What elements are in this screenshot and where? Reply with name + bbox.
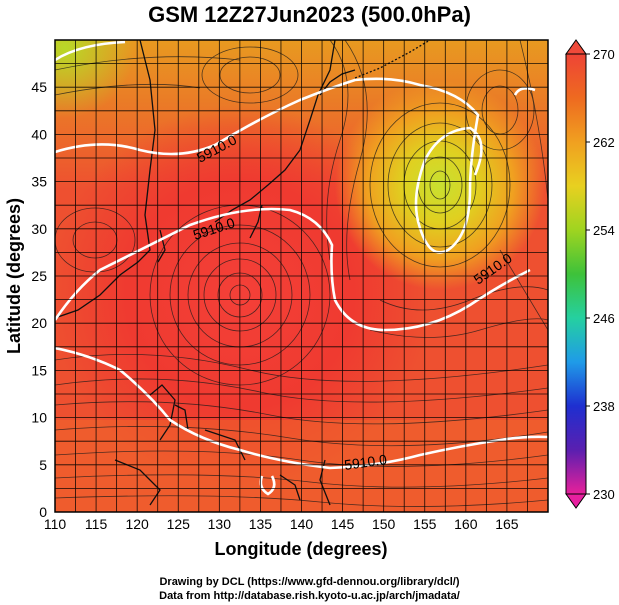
credit-data: Data from http://database.rish.kyoto-u.a… bbox=[159, 590, 460, 602]
y-tick-label: 40 bbox=[31, 126, 47, 142]
colorbar-tick-label: 246 bbox=[593, 311, 615, 326]
x-tick-label: 145 bbox=[331, 516, 355, 532]
x-tick-label: 155 bbox=[413, 516, 437, 532]
y-axis-label: Latitude (degrees) bbox=[4, 198, 24, 354]
colorbar-tick-label: 262 bbox=[593, 135, 615, 150]
x-tick-label: 135 bbox=[249, 516, 273, 532]
x-tick-label: 115 bbox=[85, 516, 108, 532]
y-tick-label: 20 bbox=[31, 315, 47, 331]
colorbar-tick-label: 238 bbox=[593, 399, 615, 414]
map-title: GSM 12Z27Jun2023 (500.0hPa) bbox=[148, 2, 471, 27]
credit-drawing: Drawing by DCL (https://www.gfd-dennou.o… bbox=[159, 576, 460, 588]
colorbar-tick-label: 230 bbox=[593, 487, 615, 502]
x-axis-label: Longitude (degrees) bbox=[214, 539, 387, 559]
colorbar-bottom-triangle bbox=[565, 493, 587, 509]
plot-frame bbox=[54, 39, 549, 513]
y-tick-label: 15 bbox=[31, 362, 47, 378]
y-tick-label: 35 bbox=[31, 174, 47, 190]
x-tick-label: 130 bbox=[208, 516, 232, 532]
x-tick-label: 150 bbox=[372, 516, 396, 532]
x-tick-label: 165 bbox=[495, 516, 519, 532]
y-tick-label: 45 bbox=[31, 79, 47, 95]
y-axis-ticks: 0 5 10 15 20 25 30 35 40 45 bbox=[31, 79, 47, 520]
contour-label: 5910.0 bbox=[343, 451, 388, 473]
x-tick-label: 160 bbox=[454, 516, 478, 532]
y-tick-label: 0 bbox=[39, 504, 47, 520]
colorbar-tick-label: 270 bbox=[593, 47, 615, 62]
x-tick-label: 140 bbox=[290, 516, 314, 532]
y-tick-label: 30 bbox=[31, 221, 47, 237]
x-axis-ticks: 110 115 120 125 130 135 140 145 150 155 160 165 bbox=[44, 516, 519, 532]
colorbar-top-triangle bbox=[565, 39, 587, 55]
y-tick-label: 5 bbox=[39, 457, 47, 473]
x-tick-label: 120 bbox=[125, 516, 149, 532]
x-tick-label: 110 bbox=[44, 516, 67, 532]
colorbar: 270 262 254 246 238 230 bbox=[565, 39, 615, 509]
colorbar-tick-label: 254 bbox=[593, 223, 615, 238]
x-tick-label: 125 bbox=[167, 516, 191, 532]
y-tick-label: 25 bbox=[31, 268, 47, 284]
height-contours bbox=[55, 40, 548, 496]
y-tick-label: 10 bbox=[31, 410, 47, 426]
